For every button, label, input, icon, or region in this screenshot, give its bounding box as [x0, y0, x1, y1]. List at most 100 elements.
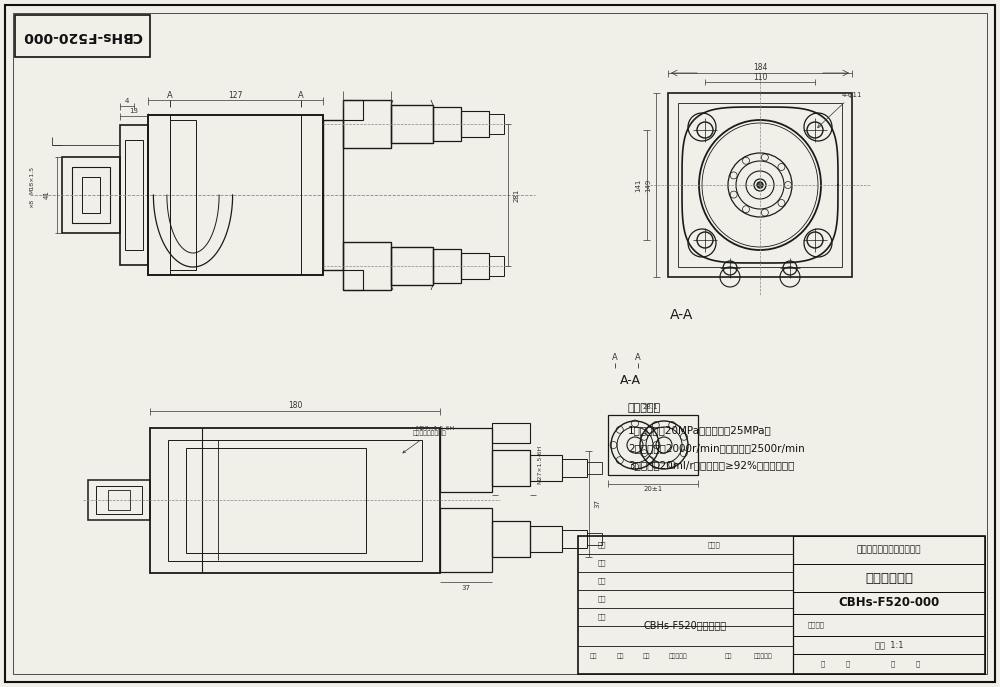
- Text: 149: 149: [645, 179, 651, 192]
- Bar: [492, 521, 530, 557]
- Text: A-A: A-A: [620, 374, 641, 387]
- Bar: [461, 253, 489, 279]
- Text: 3、排量：20ml/r，容积效率≥92%，旋向：左旋: 3、排量：20ml/r，容积效率≥92%，旋向：左旋: [628, 460, 794, 470]
- Text: 标记: 标记: [589, 653, 597, 659]
- Text: 比例  1:1: 比例 1:1: [875, 640, 903, 649]
- Bar: [440, 428, 492, 492]
- Bar: [489, 256, 504, 276]
- Text: 年、月、日: 年、月、日: [754, 653, 772, 659]
- Bar: [343, 270, 363, 290]
- Text: A: A: [612, 354, 618, 363]
- Text: 常州博华液压科技有限公司: 常州博华液压科技有限公司: [857, 545, 921, 554]
- Text: 141: 141: [635, 179, 641, 192]
- Bar: [72, 167, 110, 223]
- Text: M18×1.5: M18×1.5: [30, 166, 34, 194]
- Text: 180: 180: [288, 401, 302, 411]
- Bar: [323, 120, 343, 270]
- Text: 技术参数：: 技术参数：: [628, 403, 661, 413]
- Text: ×8: ×8: [30, 199, 34, 207]
- Bar: [489, 114, 504, 134]
- Text: 批准: 批准: [598, 613, 606, 620]
- Bar: [587, 533, 602, 545]
- Bar: [793, 564, 985, 592]
- Text: 110: 110: [753, 73, 767, 82]
- Bar: [170, 120, 196, 270]
- Bar: [391, 105, 433, 143]
- Text: 28.1: 28.1: [642, 404, 658, 410]
- Text: CBHs-F520-000: CBHs-F520-000: [22, 29, 142, 43]
- Text: 127: 127: [228, 91, 242, 100]
- Bar: [440, 508, 492, 572]
- Text: 41: 41: [44, 190, 50, 199]
- Text: 液压件采用指定型号: 液压件采用指定型号: [403, 431, 447, 453]
- Text: 标准化: 标准化: [708, 541, 721, 548]
- Text: 页: 页: [846, 661, 850, 667]
- Circle shape: [757, 182, 763, 188]
- Bar: [343, 242, 391, 290]
- Text: 设计: 设计: [598, 541, 606, 548]
- Text: 签名: 签名: [724, 653, 732, 659]
- Text: 工艺: 工艺: [598, 578, 606, 585]
- Text: 1、额定压力20MPa，最高压力25MPa。: 1、额定压力20MPa，最高压力25MPa。: [628, 425, 772, 435]
- Text: 处数: 处数: [616, 653, 624, 659]
- Text: 第: 第: [891, 661, 895, 667]
- Text: 13: 13: [130, 108, 138, 114]
- Text: M27×1.5-6H: M27×1.5-6H: [415, 425, 455, 431]
- Bar: [433, 107, 461, 141]
- Bar: [530, 526, 562, 552]
- Bar: [793, 654, 985, 674]
- Text: 4-φ11: 4-φ11: [818, 92, 862, 128]
- Bar: [587, 462, 602, 474]
- Text: M27×1.5-6H: M27×1.5-6H: [538, 444, 542, 484]
- Bar: [562, 530, 587, 548]
- Text: CBHs-F520齿轮泵总成: CBHs-F520齿轮泵总成: [643, 620, 727, 630]
- Text: A: A: [167, 91, 173, 100]
- Bar: [668, 93, 852, 277]
- Text: 页: 页: [916, 661, 920, 667]
- Text: 管审: 管审: [598, 596, 606, 602]
- Bar: [793, 536, 985, 564]
- Text: 4: 4: [125, 98, 129, 104]
- Text: 共: 共: [821, 661, 825, 667]
- Bar: [793, 614, 985, 636]
- Text: 281: 281: [514, 188, 520, 202]
- Bar: [793, 592, 985, 614]
- Bar: [492, 423, 530, 443]
- Bar: [391, 247, 433, 285]
- Bar: [88, 480, 150, 520]
- Text: 20±1: 20±1: [643, 486, 663, 492]
- Bar: [168, 440, 422, 561]
- Text: 外连接尺寸图: 外连接尺寸图: [865, 572, 913, 585]
- Bar: [108, 490, 130, 510]
- Bar: [15, 15, 150, 57]
- Text: CBHs-F520-000: CBHs-F520-000: [838, 596, 940, 609]
- Bar: [150, 428, 440, 573]
- Bar: [530, 455, 562, 481]
- Bar: [125, 140, 143, 250]
- Text: 图纸标记: 图纸标记: [808, 622, 825, 629]
- Bar: [82, 177, 100, 213]
- Text: A: A: [298, 91, 304, 100]
- Text: 审核: 审核: [598, 560, 606, 566]
- Bar: [96, 486, 142, 514]
- Bar: [608, 415, 698, 475]
- Text: 184: 184: [753, 63, 767, 73]
- Bar: [433, 249, 461, 283]
- Bar: [461, 111, 489, 137]
- Text: 37: 37: [462, 585, 471, 591]
- Bar: [492, 450, 530, 486]
- Text: 分区: 分区: [642, 653, 650, 659]
- Text: 37: 37: [594, 499, 600, 508]
- Bar: [148, 115, 323, 275]
- Bar: [120, 125, 148, 265]
- Text: A: A: [635, 354, 641, 363]
- Text: 2、额定转速2000r/min，最高转速2500r/min: 2、额定转速2000r/min，最高转速2500r/min: [628, 443, 805, 453]
- Bar: [343, 100, 391, 148]
- Text: A-A: A-A: [670, 308, 693, 322]
- Text: 更改文件号: 更改文件号: [669, 653, 687, 659]
- Bar: [62, 157, 120, 233]
- Bar: [578, 536, 985, 674]
- Bar: [343, 100, 363, 120]
- Bar: [678, 103, 842, 267]
- Bar: [793, 636, 985, 654]
